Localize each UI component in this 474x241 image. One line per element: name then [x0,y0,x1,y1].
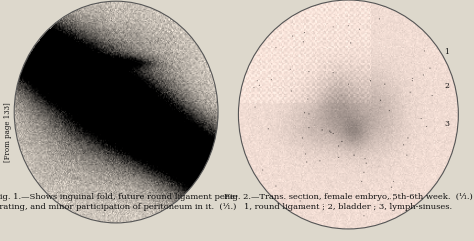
Text: [From page 133]: [From page 133] [4,103,12,162]
Text: 1, round ligament ; 2, bladder ; 3, lymph-sinuses.: 1, round ligament ; 2, bladder ; 3, lymp… [244,203,453,211]
Text: trating, and minor participation of peritoneum in it.  (¹⁄₁.): trating, and minor participation of peri… [0,203,237,211]
Text: Fig. 2.—Trans. section, female embryo, 5th-6th week.  (¹⁄₁.): Fig. 2.—Trans. section, female embryo, 5… [224,193,473,201]
Text: 2: 2 [444,82,449,90]
Text: 3: 3 [444,120,449,128]
Text: 1: 1 [444,47,449,55]
Text: Fig. 1.—Shows inguinal fold, future round ligament pene-: Fig. 1.—Shows inguinal fold, future roun… [0,193,238,201]
